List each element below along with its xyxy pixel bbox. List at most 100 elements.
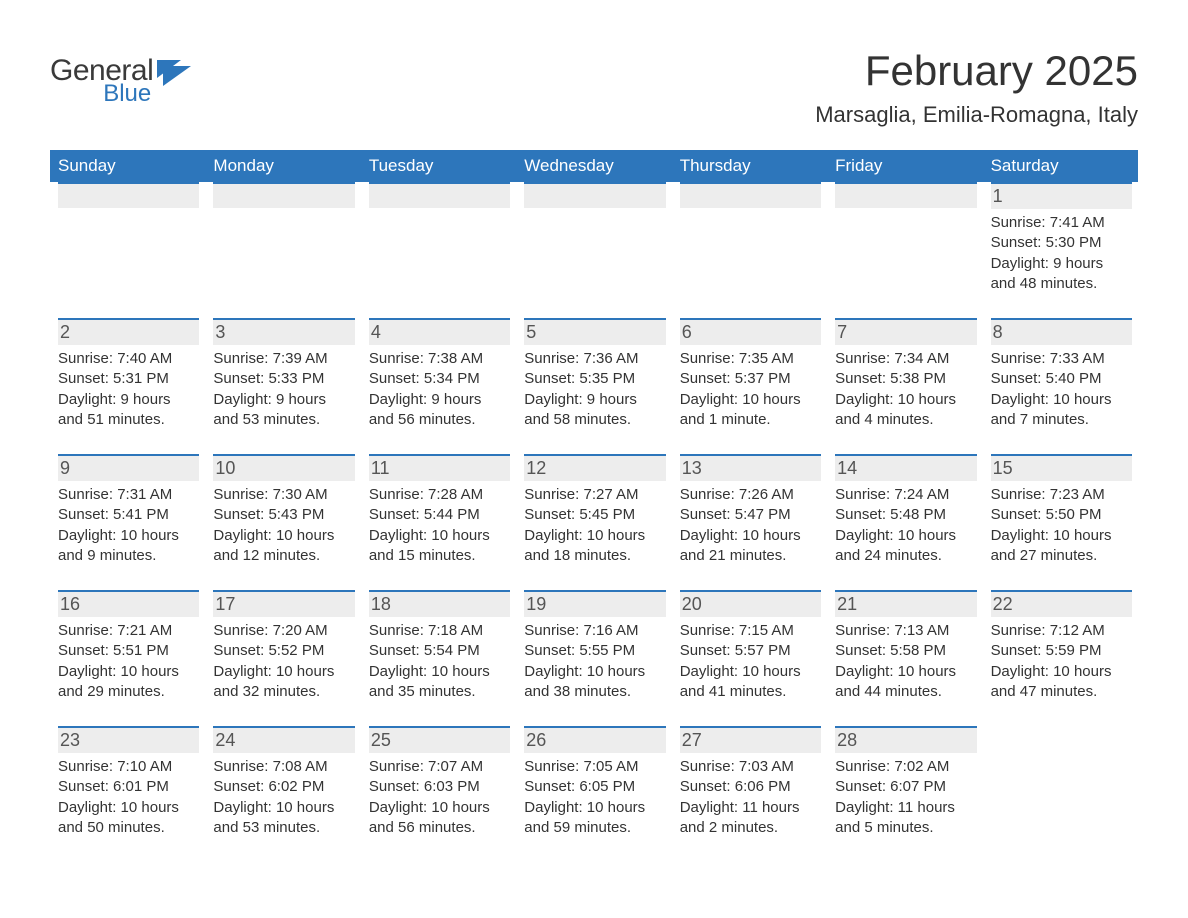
day-cell [983,726,1138,844]
daylight-line-2: and 35 minutes. [369,682,510,702]
day-number [835,182,976,208]
day-cell: 10Sunrise: 7:30 AMSunset: 5:43 PMDayligh… [205,454,360,572]
daylight-line-2: and 5 minutes. [835,818,976,838]
day-cell [205,182,360,300]
day-number: 9 [58,454,199,481]
day-number: 24 [213,726,354,753]
weekday-header-row: SundayMondayTuesdayWednesdayThursdayFrid… [50,150,1138,182]
location-label: Marsaglia, Emilia-Romagna, Italy [815,102,1138,128]
daylight-line-1: Daylight: 9 hours [58,390,199,410]
sunset-line: Sunset: 5:58 PM [835,641,976,661]
week-row: 1Sunrise: 7:41 AMSunset: 5:30 PMDaylight… [50,182,1138,300]
daylight-line-1: Daylight: 10 hours [213,662,354,682]
sunrise-line: Sunrise: 7:27 AM [524,485,665,505]
daylight-line-1: Daylight: 10 hours [524,662,665,682]
sunrise-line: Sunrise: 7:03 AM [680,757,821,777]
daylight-line-2: and 21 minutes. [680,546,821,566]
daylight-line-2: and 50 minutes. [58,818,199,838]
sunrise-line: Sunrise: 7:30 AM [213,485,354,505]
sunrise-line: Sunrise: 7:31 AM [58,485,199,505]
sunset-line: Sunset: 6:05 PM [524,777,665,797]
daylight-line-1: Daylight: 10 hours [680,390,821,410]
sunset-line: Sunset: 5:51 PM [58,641,199,661]
daylight-line-1: Daylight: 10 hours [58,662,199,682]
sunrise-line: Sunrise: 7:15 AM [680,621,821,641]
day-number: 7 [835,318,976,345]
logo-text: General Blue [50,56,153,106]
day-number: 15 [991,454,1132,481]
daylight-line-1: Daylight: 11 hours [680,798,821,818]
weekday-header: Sunday [50,150,205,182]
sunset-line: Sunset: 5:40 PM [991,369,1132,389]
daylight-line-2: and 7 minutes. [991,410,1132,430]
daylight-line-2: and 59 minutes. [524,818,665,838]
sunset-line: Sunset: 5:59 PM [991,641,1132,661]
daylight-line-1: Daylight: 10 hours [369,798,510,818]
daylight-line-1: Daylight: 10 hours [524,798,665,818]
day-number: 11 [369,454,510,481]
sunset-line: Sunset: 5:33 PM [213,369,354,389]
day-cell: 4Sunrise: 7:38 AMSunset: 5:34 PMDaylight… [361,318,516,436]
day-cell: 20Sunrise: 7:15 AMSunset: 5:57 PMDayligh… [672,590,827,708]
sunset-line: Sunset: 5:37 PM [680,369,821,389]
daylight-line-1: Daylight: 10 hours [991,390,1132,410]
daylight-line-1: Daylight: 10 hours [991,526,1132,546]
day-cell: 9Sunrise: 7:31 AMSunset: 5:41 PMDaylight… [50,454,205,572]
day-cell: 12Sunrise: 7:27 AMSunset: 5:45 PMDayligh… [516,454,671,572]
daylight-line-1: Daylight: 9 hours [213,390,354,410]
day-number [524,182,665,208]
daylight-line-1: Daylight: 10 hours [835,526,976,546]
day-cell: 25Sunrise: 7:07 AMSunset: 6:03 PMDayligh… [361,726,516,844]
header-region: General Blue February 2025 Marsaglia, Em… [50,48,1138,142]
day-number: 3 [213,318,354,345]
daylight-line-2: and 2 minutes. [680,818,821,838]
day-cell: 6Sunrise: 7:35 AMSunset: 5:37 PMDaylight… [672,318,827,436]
day-cell: 28Sunrise: 7:02 AMSunset: 6:07 PMDayligh… [827,726,982,844]
day-number: 25 [369,726,510,753]
day-number: 27 [680,726,821,753]
day-cell: 8Sunrise: 7:33 AMSunset: 5:40 PMDaylight… [983,318,1138,436]
day-number: 8 [991,318,1132,345]
day-cell: 18Sunrise: 7:18 AMSunset: 5:54 PMDayligh… [361,590,516,708]
day-number: 26 [524,726,665,753]
day-cell: 15Sunrise: 7:23 AMSunset: 5:50 PMDayligh… [983,454,1138,572]
sunrise-line: Sunrise: 7:26 AM [680,485,821,505]
sunset-line: Sunset: 5:47 PM [680,505,821,525]
sunset-line: Sunset: 6:06 PM [680,777,821,797]
daylight-line-2: and 12 minutes. [213,546,354,566]
daylight-line-2: and 53 minutes. [213,410,354,430]
sunset-line: Sunset: 5:43 PM [213,505,354,525]
day-number: 21 [835,590,976,617]
daylight-line-2: and 4 minutes. [835,410,976,430]
sunset-line: Sunset: 5:35 PM [524,369,665,389]
daylight-line-1: Daylight: 10 hours [835,390,976,410]
sunset-line: Sunset: 5:44 PM [369,505,510,525]
sunrise-line: Sunrise: 7:39 AM [213,349,354,369]
sunrise-line: Sunrise: 7:02 AM [835,757,976,777]
sunrise-line: Sunrise: 7:38 AM [369,349,510,369]
sunset-line: Sunset: 5:50 PM [991,505,1132,525]
day-number [680,182,821,208]
daylight-line-2: and 51 minutes. [58,410,199,430]
sunset-line: Sunset: 5:31 PM [58,369,199,389]
day-number: 20 [680,590,821,617]
weekday-header: Monday [205,150,360,182]
sunrise-line: Sunrise: 7:24 AM [835,485,976,505]
day-cell: 17Sunrise: 7:20 AMSunset: 5:52 PMDayligh… [205,590,360,708]
week-row: 16Sunrise: 7:21 AMSunset: 5:51 PMDayligh… [50,590,1138,708]
day-cell [50,182,205,300]
sunrise-line: Sunrise: 7:10 AM [58,757,199,777]
weekday-header: Saturday [983,150,1138,182]
day-number [213,182,354,208]
day-number: 1 [991,182,1132,209]
sunrise-line: Sunrise: 7:20 AM [213,621,354,641]
sunrise-line: Sunrise: 7:40 AM [58,349,199,369]
week-row: 23Sunrise: 7:10 AMSunset: 6:01 PMDayligh… [50,726,1138,844]
day-cell: 11Sunrise: 7:28 AMSunset: 5:44 PMDayligh… [361,454,516,572]
sunrise-line: Sunrise: 7:34 AM [835,349,976,369]
daylight-line-2: and 27 minutes. [991,546,1132,566]
daylight-line-2: and 18 minutes. [524,546,665,566]
week-row: 9Sunrise: 7:31 AMSunset: 5:41 PMDaylight… [50,454,1138,572]
daylight-line-2: and 41 minutes. [680,682,821,702]
day-cell [516,182,671,300]
